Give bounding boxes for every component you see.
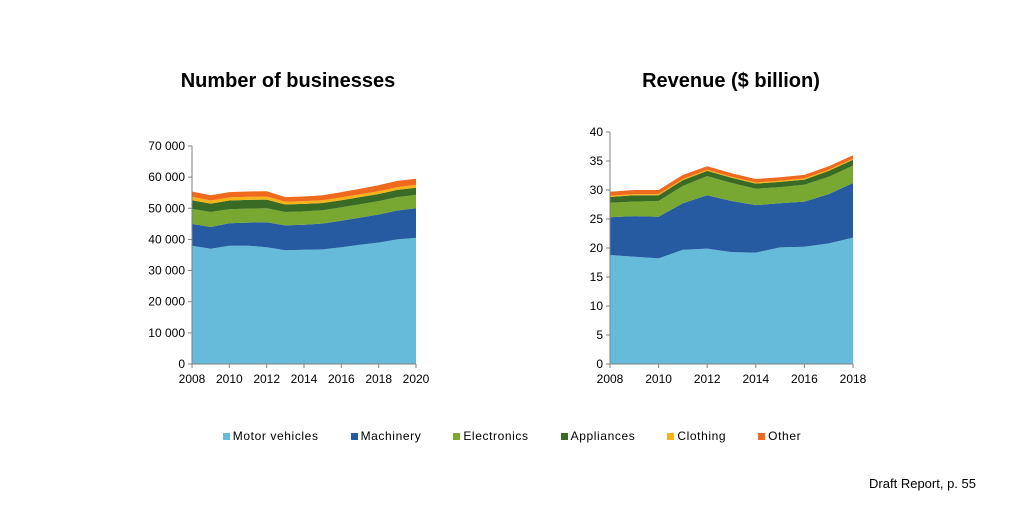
legend-label: Other (768, 429, 802, 443)
footer-note: Draft Report, p. 55 (869, 476, 976, 491)
legend-item: Motor vehicles (222, 429, 319, 443)
legend-swatch (222, 432, 230, 440)
legend-item: Clothing (667, 429, 726, 443)
area-series-electronics (610, 165, 853, 218)
legend-swatch (758, 432, 766, 440)
y-tick-label: 0 (596, 357, 603, 371)
y-tick-label: 20 000 (148, 295, 185, 309)
y-tick-label: 70 000 (148, 139, 185, 153)
legend-item: Other (758, 429, 801, 443)
legend-label: Machinery (360, 429, 422, 443)
area-series-electronics (192, 194, 416, 227)
x-tick-label: 2016 (791, 372, 818, 386)
area-series-appliances (192, 187, 416, 212)
legend-label: Appliances (570, 429, 636, 443)
revenue-area-chart: 0 5 10 15 20 25 30 35 40 2008 2010 2012 2014 2016 2018 (590, 125, 867, 386)
y-tick-label: 15 (590, 270, 604, 284)
legend-item: Machinery (350, 429, 422, 443)
x-tick-label: 2014 (291, 372, 318, 386)
chart-title-revenue: Revenue ($ billion) (642, 70, 820, 92)
area-series-other (192, 178, 416, 202)
area-series-appliances (610, 159, 853, 203)
y-tick-label: 35 (590, 154, 604, 168)
x-tick-label: 2012 (253, 372, 280, 386)
area-series-motor-vehicles (192, 237, 416, 364)
area-series-machinery (610, 183, 853, 259)
y-tick-label: 5 (596, 328, 603, 342)
y-tick-label: 60 000 (148, 170, 185, 184)
x-tick-label: 2018 (365, 372, 392, 386)
y-tick-label: 20 (590, 241, 604, 255)
area-series-clothing (192, 184, 416, 205)
x-tick-label: 2012 (694, 372, 721, 386)
legend-swatch (560, 432, 568, 440)
x-tick-label: 2008 (597, 372, 624, 386)
area-series-machinery (192, 208, 416, 251)
y-tick-label: 30 (590, 183, 604, 197)
chart-title-businesses: Number of businesses (180, 70, 396, 92)
y-tick-label: 10 (590, 299, 604, 313)
legend-label: Electronics (463, 429, 529, 443)
legend-swatch (453, 432, 461, 440)
x-tick-label: 2016 (328, 372, 355, 386)
legend-label: Motor vehicles (232, 429, 319, 443)
area-series-clothing (610, 158, 853, 197)
legend-label: Clothing (677, 429, 727, 443)
x-tick-label: 2014 (742, 372, 769, 386)
x-tick-label: 2010 (645, 372, 672, 386)
legend-swatch (350, 432, 358, 440)
legend-item: Appliances (560, 429, 636, 443)
y-tick-label: 30 000 (148, 264, 185, 278)
legend: Motor vehicles Machinery Electronics Applia… (0, 429, 1024, 443)
legend-swatch (667, 432, 675, 440)
x-tick-label: 2010 (216, 372, 243, 386)
y-tick-label: 10 000 (148, 326, 185, 340)
y-tick-label: 0 (178, 357, 185, 371)
y-tick-label: 40 000 (148, 232, 185, 246)
x-tick-label: 2008 (179, 372, 206, 386)
area-series-motor-vehicles (610, 237, 853, 364)
y-tick-label: 25 (590, 212, 604, 226)
y-tick-label: 40 (590, 125, 604, 139)
area-series-other (610, 155, 853, 196)
x-tick-label: 2020 (403, 372, 430, 386)
businesses-area-chart: 0 10 000 20 000 30 000 40 000 50 000 60 000 70 … (148, 139, 430, 386)
y-tick-label: 50 000 (148, 201, 185, 215)
legend-item: Electronics (453, 429, 528, 443)
x-tick-label: 2018 (840, 372, 867, 386)
